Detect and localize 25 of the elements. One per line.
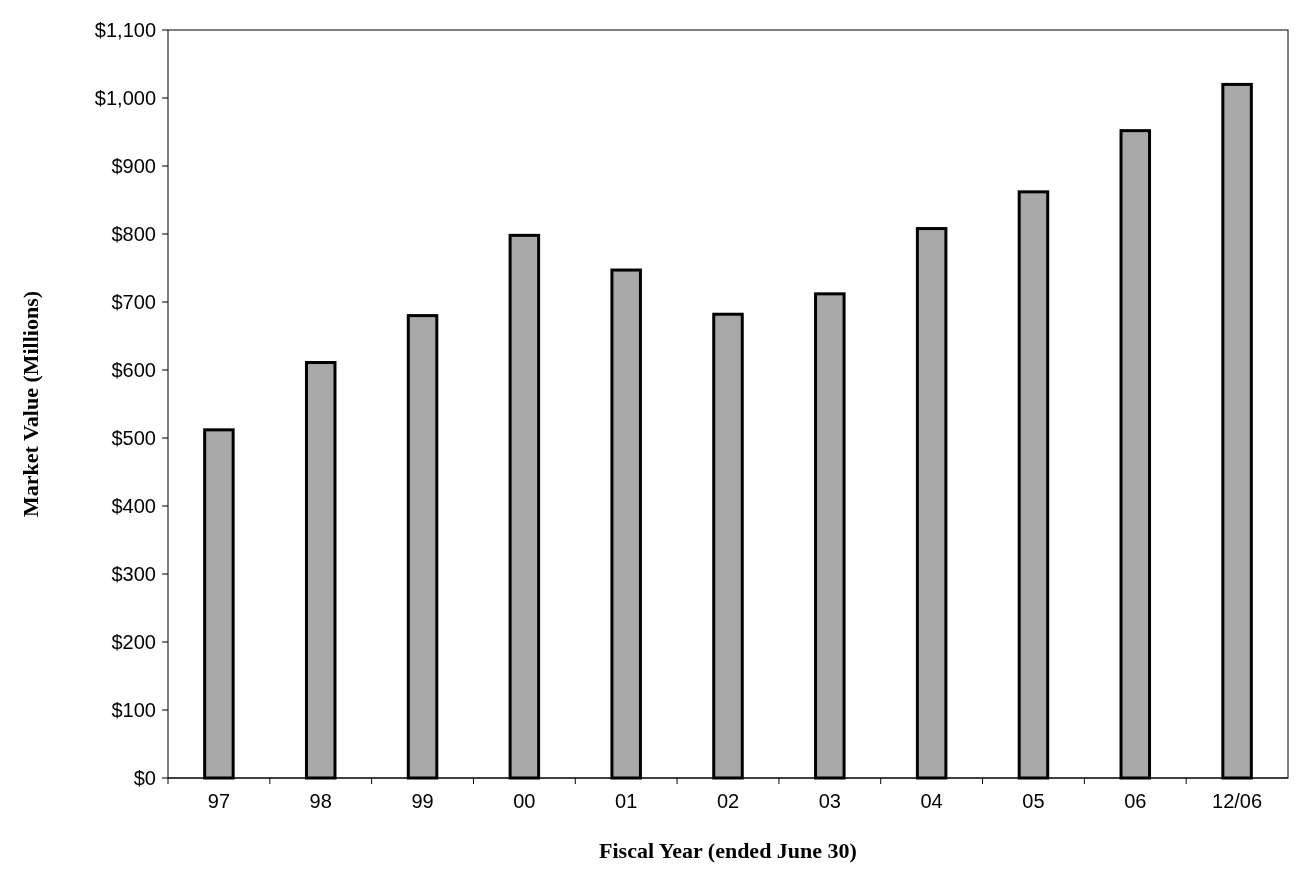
x-tick-label: 03 <box>818 790 841 812</box>
y-tick-label: $0 <box>133 767 156 789</box>
x-axis-title: Fiscal Year (ended June 30) <box>599 838 857 863</box>
y-tick-label: $1,100 <box>94 19 156 41</box>
x-tick-label: 02 <box>716 790 740 812</box>
x-tick-label: 05 <box>1022 790 1045 812</box>
y-tick-label: $800 <box>111 223 156 245</box>
y-tick-label: $100 <box>111 699 156 721</box>
x-tick-label: 01 <box>615 790 638 812</box>
y-axis-title: Market Value (Millions) <box>18 290 43 518</box>
y-tick-label: $500 <box>111 427 156 449</box>
y-tick-label: $200 <box>111 631 156 653</box>
x-tick-label: 12/06 <box>1212 790 1263 812</box>
y-tick-label: $900 <box>111 155 156 177</box>
y-tick-label: $300 <box>111 563 156 585</box>
x-tick-label: 04 <box>920 790 943 812</box>
y-tick-label: $600 <box>111 359 156 381</box>
y-tick-label: $700 <box>111 291 156 313</box>
x-tick-label: 97 <box>207 790 231 812</box>
y-tick-label: $1,000 <box>94 87 156 109</box>
x-tick-label: 06 <box>1124 790 1147 812</box>
x-tick-label: 00 <box>513 790 536 812</box>
y-tick-label: $400 <box>111 495 156 517</box>
x-tick-label: 99 <box>411 790 434 812</box>
x-tick-label: 98 <box>309 790 332 812</box>
